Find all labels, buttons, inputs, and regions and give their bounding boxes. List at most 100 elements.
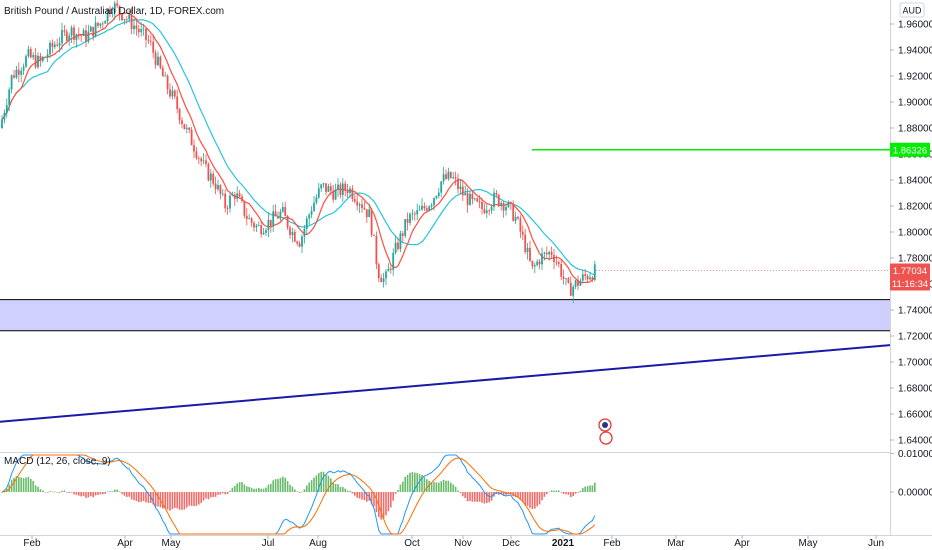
candle-body[interactable]: [25, 56, 27, 67]
candle-body[interactable]: [147, 39, 150, 41]
candle-body[interactable]: [97, 22, 99, 26]
candle-body[interactable]: [5, 105, 8, 113]
candle-body[interactable]: [569, 282, 572, 296]
price-pane[interactable]: [0, 0, 890, 452]
candle-body[interactable]: [339, 184, 342, 196]
candle-body[interactable]: [291, 231, 294, 236]
candle-body[interactable]: [481, 201, 483, 210]
candle-body[interactable]: [413, 213, 416, 215]
candle-body[interactable]: [500, 203, 503, 207]
candle-body[interactable]: [44, 56, 47, 58]
candle-body[interactable]: [418, 209, 421, 211]
candle-body[interactable]: [392, 252, 395, 270]
candle-body[interactable]: [579, 280, 582, 286]
candle-body[interactable]: [245, 215, 248, 219]
candle-body[interactable]: [142, 28, 145, 30]
candle-body[interactable]: [1, 119, 3, 128]
candle-body[interactable]: [137, 28, 140, 33]
candle-body[interactable]: [445, 174, 447, 179]
candle-body[interactable]: [265, 230, 267, 233]
candle-body[interactable]: [406, 218, 409, 223]
candle-body[interactable]: [267, 219, 270, 231]
candle-body[interactable]: [87, 31, 90, 42]
candle-body[interactable]: [589, 277, 591, 280]
candle-body[interactable]: [385, 271, 387, 279]
candle-body[interactable]: [200, 158, 203, 162]
candle-body[interactable]: [238, 193, 241, 197]
candle-body[interactable]: [512, 203, 515, 221]
candle-body[interactable]: [334, 189, 337, 200]
candle-body[interactable]: [485, 210, 488, 213]
candle-body[interactable]: [269, 219, 272, 227]
candle-body[interactable]: [301, 236, 303, 247]
candle-body[interactable]: [49, 42, 51, 55]
candle-body[interactable]: [421, 205, 423, 210]
candle-body[interactable]: [39, 55, 42, 61]
candle-body[interactable]: [181, 120, 183, 125]
candle-body[interactable]: [73, 27, 75, 40]
candle-body[interactable]: [214, 183, 217, 190]
candle-body[interactable]: [109, 9, 111, 14]
candle-body[interactable]: [358, 204, 361, 206]
candle-body[interactable]: [365, 209, 368, 218]
candle-body[interactable]: [505, 206, 507, 211]
candle-body[interactable]: [286, 215, 289, 228]
candle-body[interactable]: [32, 55, 35, 58]
candle-body[interactable]: [459, 186, 462, 190]
candle-body[interactable]: [176, 96, 179, 110]
candle-body[interactable]: [152, 41, 155, 53]
candle-body[interactable]: [572, 286, 575, 296]
candle-body[interactable]: [250, 218, 253, 223]
candle-body[interactable]: [464, 193, 467, 196]
candle-body[interactable]: [226, 208, 229, 210]
candle-body[interactable]: [363, 207, 366, 210]
candle-body[interactable]: [557, 262, 560, 264]
candle-body[interactable]: [27, 49, 30, 57]
candle-body[interactable]: [37, 55, 39, 68]
candle-body[interactable]: [581, 274, 584, 281]
candle-body[interactable]: [253, 222, 255, 228]
candle-body[interactable]: [488, 210, 491, 212]
candle-body[interactable]: [149, 40, 152, 42]
candle-body[interactable]: [471, 193, 474, 200]
candle-body[interactable]: [197, 157, 200, 159]
candle-body[interactable]: [17, 69, 20, 75]
candle-body[interactable]: [449, 171, 452, 178]
candle-body[interactable]: [135, 25, 138, 29]
macd-signal-line[interactable]: [1, 454, 596, 535]
candle-body[interactable]: [370, 209, 373, 235]
candle-body[interactable]: [94, 22, 97, 37]
candle-body[interactable]: [219, 185, 222, 194]
candle-body[interactable]: [140, 29, 143, 33]
candle-body[interactable]: [193, 145, 195, 152]
candle-body[interactable]: [382, 278, 385, 283]
candle-body[interactable]: [353, 198, 356, 202]
candle-body[interactable]: [298, 243, 301, 247]
candle-body[interactable]: [502, 203, 505, 211]
candle-body[interactable]: [346, 190, 349, 194]
candle-body[interactable]: [188, 127, 191, 130]
candle-body[interactable]: [327, 186, 330, 192]
candle-body[interactable]: [77, 34, 80, 35]
candle-body[interactable]: [461, 186, 464, 196]
candle-body[interactable]: [262, 232, 265, 235]
candle-body[interactable]: [447, 171, 450, 179]
candle-body[interactable]: [279, 211, 282, 219]
last-price-badge[interactable]: [890, 263, 930, 291]
candle-body[interactable]: [517, 216, 519, 219]
candle-body[interactable]: [20, 70, 23, 75]
candle-body[interactable]: [356, 201, 359, 206]
candle-body[interactable]: [157, 56, 159, 66]
candle-body[interactable]: [173, 90, 176, 97]
candle-body[interactable]: [423, 205, 426, 209]
candle-body[interactable]: [113, 3, 116, 13]
candle-body[interactable]: [284, 207, 287, 216]
candle-body[interactable]: [322, 183, 325, 185]
candle-body[interactable]: [257, 225, 260, 226]
candle-body[interactable]: [430, 205, 433, 207]
candle-body[interactable]: [454, 177, 457, 179]
candle-body[interactable]: [277, 216, 279, 219]
candle-body[interactable]: [15, 69, 18, 78]
green-level-badge[interactable]: [890, 142, 930, 157]
currency-box[interactable]: [899, 2, 925, 18]
